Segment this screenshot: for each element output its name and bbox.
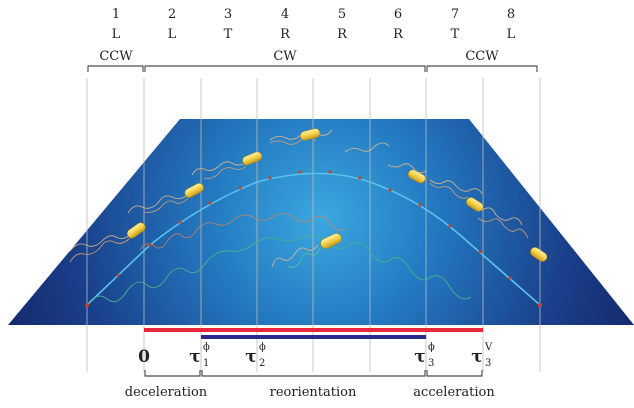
step-number: 1 [112,7,120,22]
wavy-path-green [86,235,472,306]
step-code: R [393,27,404,42]
phase-bracket [201,370,426,377]
phase-label: deceleration [125,385,208,400]
phase-label: acceleration [413,385,495,400]
time-mark-sub: 1 [203,358,209,369]
time-mark-sub: 2 [259,358,265,369]
velocity-bar [144,328,483,332]
rotation-label: CCW [465,49,499,64]
step-code: T [451,27,460,42]
bacteria-bodies [127,128,548,262]
phase-labels: deceleration reorientation acceleration [125,385,496,400]
center-path [86,172,541,306]
path-dots [85,170,542,307]
time-mark: τ [189,347,200,367]
bacterium-body [320,233,342,249]
time-mark-sup: ϕ [428,342,435,353]
step-code: L [112,27,121,42]
phase-brackets [144,370,483,377]
rotation-bracket [144,65,426,72]
step-number: 4 [281,7,289,22]
time-mark-sup: ϕ [203,342,210,353]
time-mark: τ [414,347,425,367]
bacterium-body [530,247,548,262]
time-mark-sup: V [484,342,493,353]
step-number: 3 [224,7,232,22]
time-mark: τ [471,347,482,367]
phase-bracket [144,370,201,377]
step-number: 5 [338,7,346,22]
time-mark: τ [245,347,256,367]
rotation-label: CCW [99,49,133,64]
swimming-plane [8,119,634,325]
step-number: 2 [168,7,176,22]
time-mark-sup: ϕ [259,342,266,353]
step-code: L [507,27,516,42]
step-code: R [280,27,291,42]
step-labels: 1 L 2 L 3 T 4 R 5 R 6 R 7 T 8 L [112,7,516,42]
step-code: T [224,27,233,42]
rotation-bracket [87,65,144,72]
bacterium-body [127,222,146,239]
time-marks: 0 τ ϕ 1 τ ϕ 2 τ ϕ 3 τ V 3 [138,342,493,369]
bacterium-body [466,197,484,212]
rotation-groups: CCW CW CCW [87,49,538,72]
step-code: L [168,27,177,42]
time-mark-sub: 3 [428,358,434,369]
phase-bracket [426,370,483,377]
bacterium-body [242,151,263,166]
rotation-label: CW [273,49,297,64]
bacterium-body [184,183,204,198]
trajectory [85,170,542,307]
step-number: 6 [394,7,402,22]
step-code: R [337,27,348,42]
wavy-path-orange [139,213,347,251]
step-number: 8 [507,7,515,22]
time-mark-zero: 0 [138,347,150,367]
time-mark-sub: 3 [485,358,491,369]
bacterium-body [408,169,426,184]
step-number: 7 [451,7,459,22]
orientation-bar [201,335,426,339]
rotation-bracket [426,65,538,72]
phase-label: reorientation [270,385,357,400]
bacterium-body [300,128,321,141]
